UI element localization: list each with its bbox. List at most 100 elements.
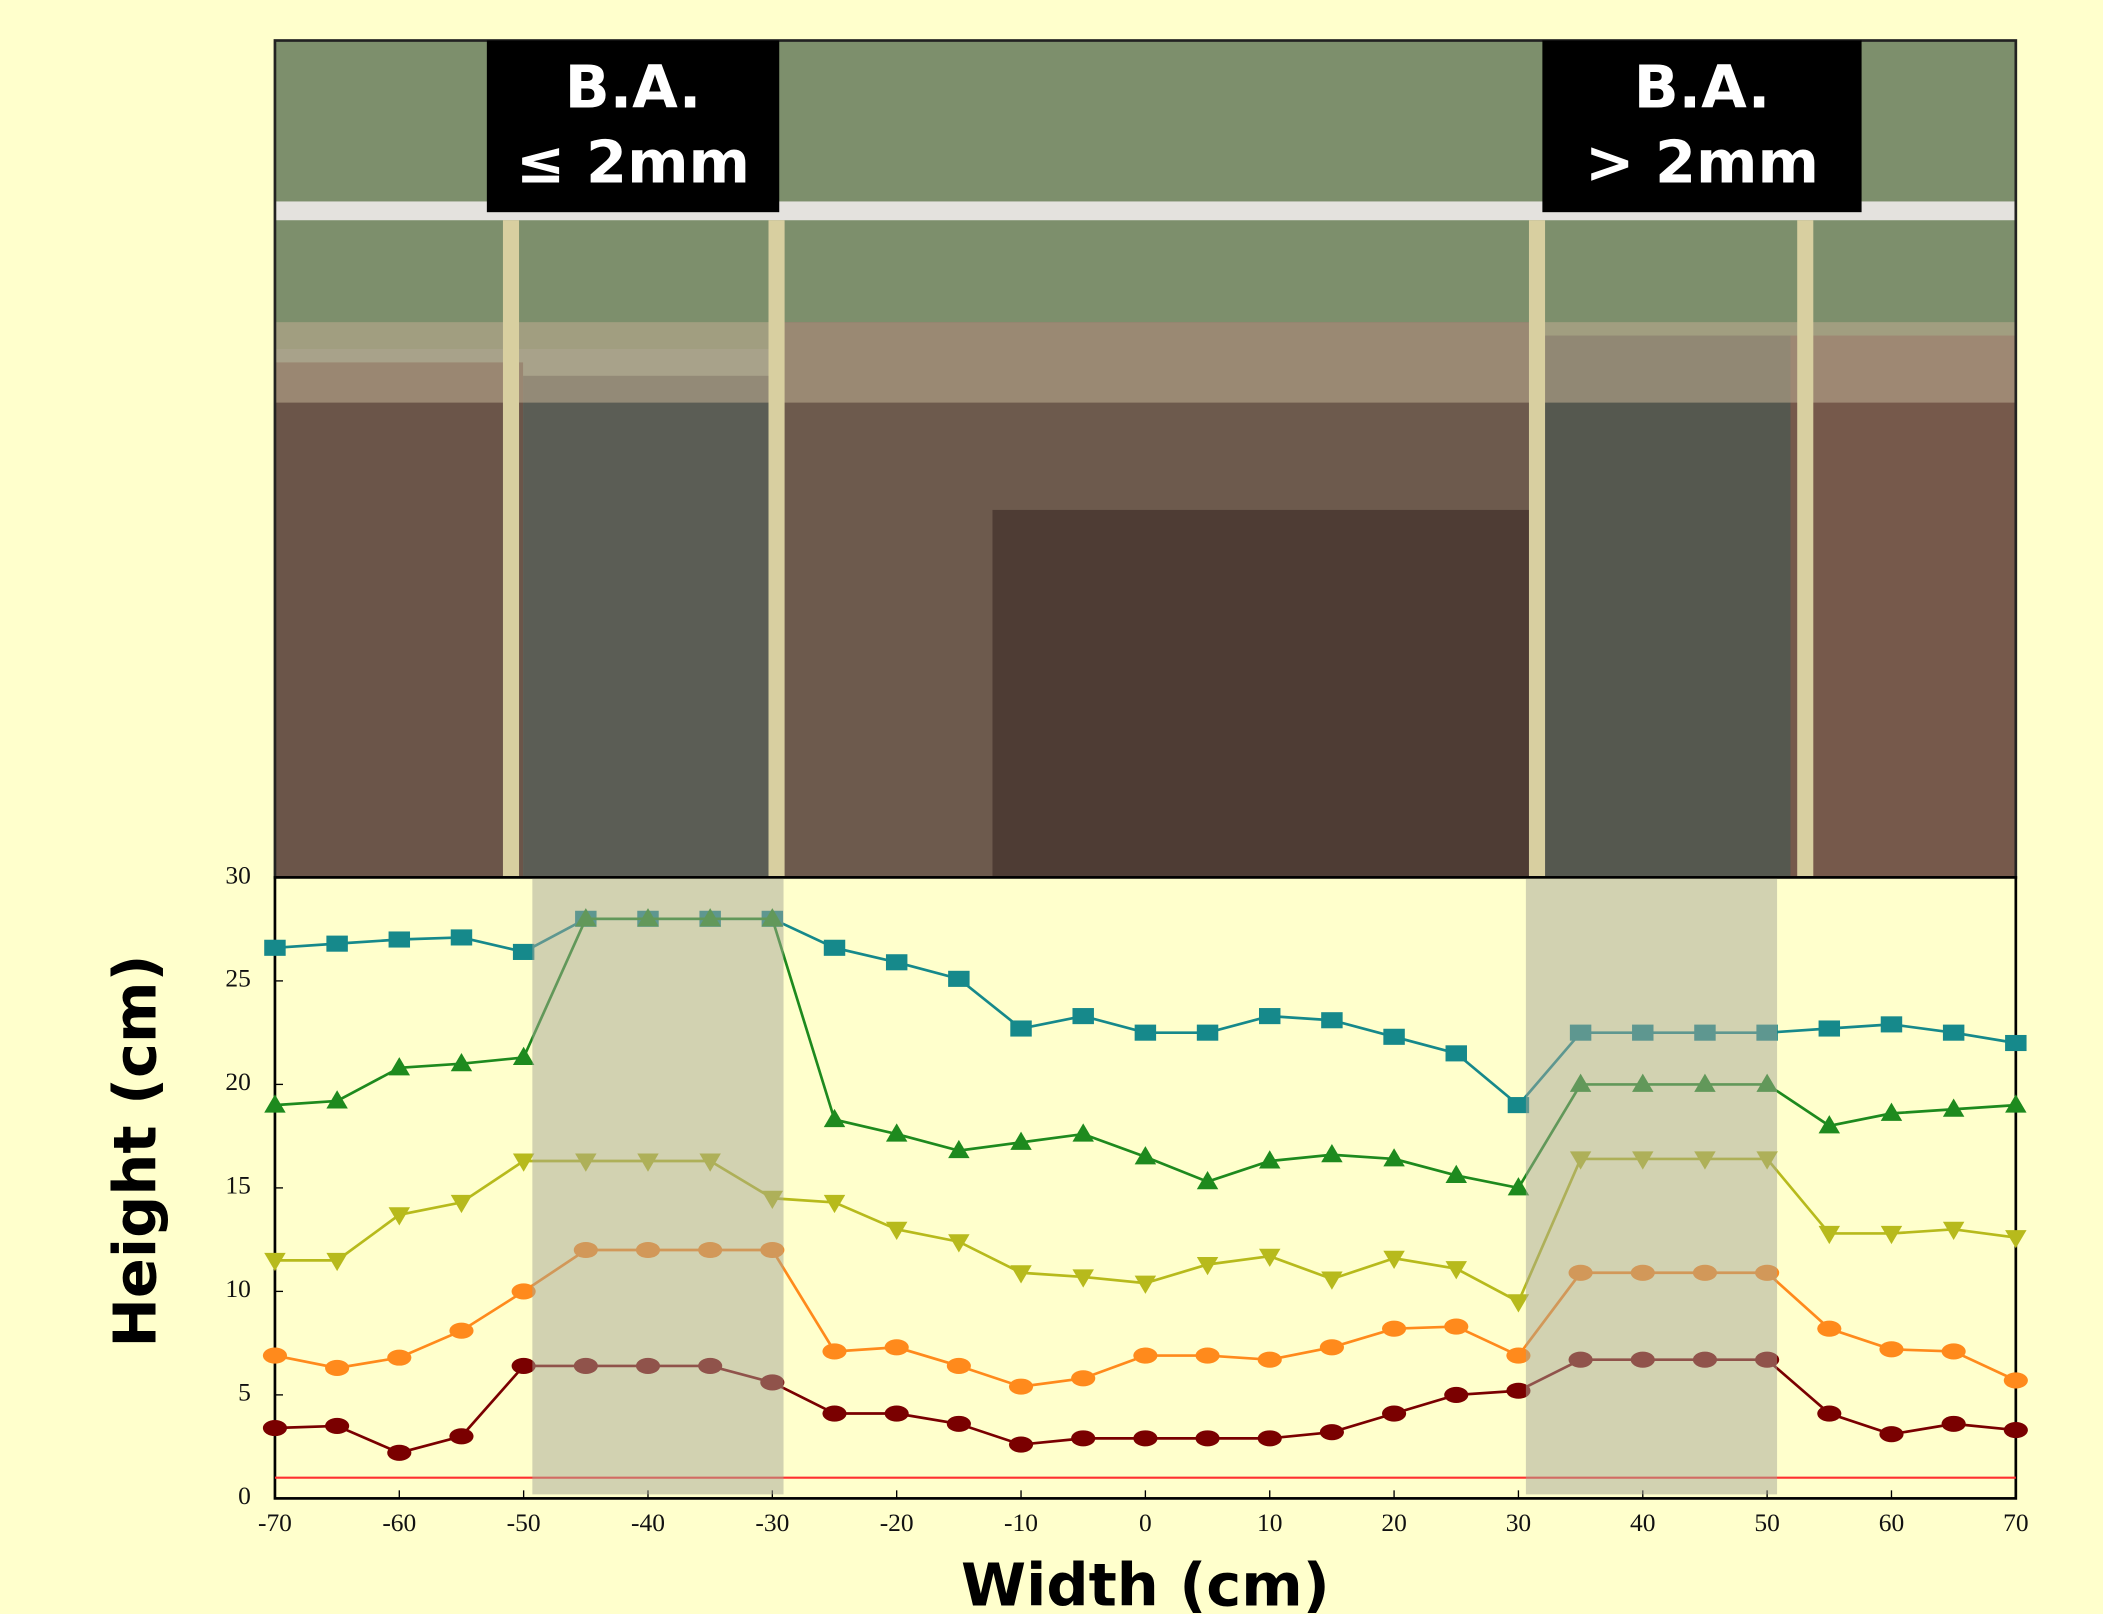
marker (1133, 1430, 1157, 1446)
marker (886, 954, 907, 970)
marker (1071, 1370, 1095, 1386)
y-tick-label: 15 (225, 1171, 250, 1200)
marker (1943, 1025, 1964, 1041)
marker (1195, 1348, 1219, 1364)
marker (263, 1348, 287, 1364)
y-tick-label: 30 (225, 860, 250, 889)
annotation-text: B.A. (565, 53, 702, 122)
marker (948, 971, 969, 987)
y-tick-label: 20 (225, 1067, 250, 1096)
marker (449, 1323, 473, 1339)
marker (1817, 1321, 1841, 1337)
annotation-text: > 2mm (1585, 128, 1819, 197)
x-tick-label: -20 (880, 1508, 914, 1537)
post (1529, 220, 1545, 877)
marker (264, 940, 285, 956)
sand-layer (275, 322, 2016, 402)
x-tick-label: 60 (1879, 1508, 1904, 1537)
marker (1942, 1343, 1966, 1359)
marker (512, 1358, 536, 1374)
marker (1881, 1016, 1902, 1032)
post (1797, 220, 1813, 877)
marker (947, 1358, 971, 1374)
x-tick-label: -70 (258, 1508, 292, 1537)
ash-column (523, 376, 778, 878)
marker (1195, 1430, 1219, 1446)
page: {"chart_data": {"type": "line", "annotat… (0, 0, 2103, 1614)
y-tick-label: 10 (225, 1274, 250, 1303)
marker (1817, 1405, 1841, 1421)
x-tick-label: 40 (1630, 1508, 1655, 1537)
shaded-region (1526, 879, 1777, 1495)
marker (263, 1420, 287, 1436)
marker (2004, 1372, 2028, 1388)
x-tick-label: 10 (1257, 1508, 1282, 1537)
ash-column (1529, 336, 1791, 878)
marker (822, 1343, 846, 1359)
marker (824, 940, 845, 956)
marker (326, 936, 347, 952)
marker (1320, 1339, 1344, 1355)
marker (389, 931, 410, 947)
marker (1444, 1387, 1468, 1403)
y-tick-label: 5 (238, 1378, 251, 1407)
x-tick-label: 0 (1139, 1508, 1152, 1537)
marker (512, 1283, 536, 1299)
marker (1135, 1025, 1156, 1041)
marker (451, 929, 472, 945)
marker (387, 1445, 411, 1461)
marker (1879, 1341, 1903, 1357)
x-tick-label: -10 (1004, 1508, 1038, 1537)
marker (1942, 1416, 1966, 1432)
x-tick-label: 20 (1381, 1508, 1406, 1537)
marker (387, 1350, 411, 1366)
marker (325, 1360, 349, 1376)
marker (2005, 1035, 2026, 1051)
marker (1071, 1430, 1095, 1446)
marker (1259, 1008, 1280, 1024)
marker (1444, 1319, 1468, 1335)
marker (1133, 1348, 1157, 1364)
marker (2004, 1422, 2028, 1438)
x-tick-label: 30 (1506, 1508, 1531, 1537)
marker (1321, 1012, 1342, 1028)
x-tick-label: 70 (2003, 1508, 2028, 1537)
marker (947, 1416, 971, 1432)
marker (1072, 1008, 1093, 1024)
soil (1791, 336, 2016, 878)
post (769, 220, 785, 877)
marker (1010, 1020, 1031, 1036)
marker (1383, 1029, 1404, 1045)
marker (1819, 1020, 1840, 1036)
marker (1320, 1424, 1344, 1440)
x-tick-label: -60 (382, 1508, 416, 1537)
x-tick-label: -30 (755, 1508, 789, 1537)
y-tick-label: 25 (225, 964, 250, 993)
marker (1382, 1405, 1406, 1421)
post (503, 220, 519, 877)
marker (1879, 1426, 1903, 1442)
marker (513, 944, 534, 960)
marker (449, 1428, 473, 1444)
marker (1258, 1352, 1282, 1368)
marker (1446, 1045, 1467, 1061)
marker (1009, 1379, 1033, 1395)
marker (1197, 1025, 1218, 1041)
annotation-text: B.A. (1634, 53, 1771, 122)
shaded-region (532, 879, 783, 1495)
y-axis-title: Height (cm) (101, 955, 170, 1348)
x-tick-label: -50 (507, 1508, 541, 1537)
marker (1382, 1321, 1406, 1337)
marker (822, 1405, 846, 1421)
marker (1009, 1437, 1033, 1453)
x-tick-label: -40 (631, 1508, 665, 1537)
y-tick-label: 0 (238, 1481, 251, 1510)
marker (1258, 1430, 1282, 1446)
marker (885, 1339, 909, 1355)
marker (885, 1405, 909, 1421)
soil (275, 362, 523, 877)
marker (325, 1418, 349, 1434)
x-tick-label: 50 (1754, 1508, 1779, 1537)
x-axis-title: Width (cm) (961, 1551, 1330, 1614)
figure: Width (cm) Height (cm) B.A.≤ 2mmB.A.> 2m… (0, 0, 2103, 1614)
